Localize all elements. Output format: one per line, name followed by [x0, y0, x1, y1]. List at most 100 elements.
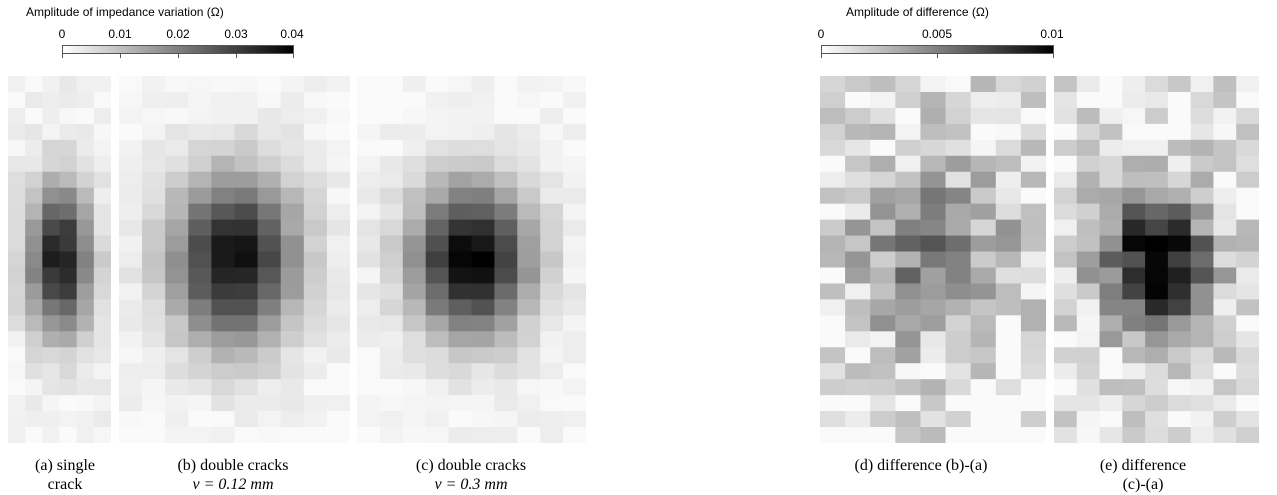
heatmap-cell	[142, 91, 166, 109]
heatmap-cell	[1145, 427, 1169, 443]
heatmap-cell	[211, 139, 236, 157]
heatmap-cell	[425, 219, 450, 237]
heatmap-cell	[211, 427, 236, 443]
heatmap-cell	[425, 155, 450, 173]
heatmap-cell	[1099, 235, 1123, 253]
heatmap-cell	[142, 347, 166, 364]
heatmap-cell	[870, 171, 896, 189]
heatmap-cell	[25, 91, 43, 109]
heatmap-cell	[845, 315, 871, 332]
heatmap-cell	[1167, 219, 1192, 237]
heatmap-cell	[970, 76, 997, 93]
heatmap-cell	[303, 299, 328, 316]
heatmap-cell	[93, 395, 111, 412]
heatmap-cell	[970, 283, 997, 300]
heatmap-cell	[357, 283, 381, 300]
heatmap-cell	[188, 267, 212, 285]
heatmap-cell	[188, 427, 212, 443]
heatmap-cell	[165, 123, 189, 141]
heatmap-cell	[25, 283, 43, 300]
heatmap-cell	[1122, 107, 1146, 125]
heatmap-cell	[1054, 299, 1078, 316]
heatmap-cell	[42, 379, 61, 396]
heatmap-cell	[257, 76, 282, 93]
heatmap-cell	[42, 363, 61, 380]
heatmap-cell	[995, 235, 1022, 253]
heatmap-cell	[326, 187, 350, 205]
heatmap-cell	[945, 315, 972, 332]
heatmap-cell	[25, 123, 43, 141]
heatmap-cell	[995, 203, 1022, 221]
heatmap-cell	[1145, 76, 1169, 93]
heatmap-cell	[1099, 219, 1123, 237]
heatmap-cell	[93, 251, 111, 269]
heatmap-cell	[448, 315, 473, 332]
heatmap-cell	[211, 283, 236, 300]
colorbar-tick-label: 0	[817, 27, 825, 41]
heatmap-cell	[517, 363, 541, 380]
heatmap-cell	[870, 123, 896, 141]
heatmap-cell	[995, 427, 1022, 443]
heatmap-cell	[920, 107, 947, 125]
heatmap-cell	[402, 315, 427, 332]
heatmap-cell	[970, 107, 997, 125]
heatmap-cell	[188, 379, 212, 396]
heatmap-cell	[448, 299, 473, 316]
heatmap-cell	[563, 155, 586, 173]
heatmap-cell	[1236, 203, 1259, 221]
heatmap-cell	[1054, 171, 1078, 189]
heatmap-cell	[280, 411, 305, 428]
heatmap-cell	[517, 267, 541, 285]
heatmap-cell	[234, 139, 259, 157]
heatmap-cell	[945, 395, 972, 412]
heatmap-cell	[1099, 379, 1123, 396]
heatmap-cell	[234, 91, 259, 109]
heatmap-cell	[448, 76, 473, 93]
heatmap-cell	[494, 235, 518, 253]
heatmap-cell	[1122, 363, 1146, 380]
heatmap-cell	[402, 379, 427, 396]
heatmap-cell	[1145, 155, 1169, 173]
heatmap-cell	[1122, 315, 1146, 332]
heatmap-cell	[1122, 411, 1146, 428]
heatmap-cell	[970, 379, 997, 396]
colorbar-tickmark	[178, 54, 179, 58]
heatmap-cell	[234, 395, 259, 412]
heatmap-cell	[188, 139, 212, 157]
heatmap-cell	[42, 76, 61, 93]
heatmap-cell	[845, 203, 871, 221]
heatmap-cell	[517, 107, 541, 125]
heatmap-cell	[1122, 299, 1146, 316]
heatmap-cell	[1054, 187, 1078, 205]
heatmap-cell	[970, 187, 997, 205]
heatmap-cell	[945, 203, 972, 221]
heatmap-cell	[357, 427, 381, 443]
heatmap-cell	[326, 379, 350, 396]
heatmap-cell	[563, 107, 586, 125]
heatmap-cell	[1213, 299, 1237, 316]
heatmap-cell	[1076, 411, 1101, 428]
heatmap-cell	[8, 315, 26, 332]
heatmap-cell	[494, 107, 518, 125]
heatmap-cell	[119, 299, 143, 316]
heatmap-cell	[1145, 107, 1169, 125]
heatmap-cell	[1213, 219, 1237, 237]
heatmap-cell	[517, 139, 541, 157]
heatmap-cell	[995, 331, 1022, 348]
heatmap-cell	[59, 187, 78, 205]
heatmap-cell	[540, 235, 564, 253]
heatmap-cell	[8, 395, 26, 412]
heatmap-cell	[920, 139, 947, 157]
colorbar-gradient	[62, 45, 294, 54]
heatmap-cell	[845, 219, 871, 237]
heatmap-cell	[425, 251, 450, 269]
heatmap-cell	[59, 251, 78, 269]
heatmap-cell	[8, 235, 26, 253]
heatmap-cell	[303, 76, 328, 93]
heatmap-cell	[1190, 299, 1215, 316]
heatmap-cell	[188, 411, 212, 428]
heatmap-cell	[25, 411, 43, 428]
heatmap-cell	[93, 299, 111, 316]
heatmap-cell	[895, 379, 922, 396]
heatmap-cell	[59, 76, 78, 93]
